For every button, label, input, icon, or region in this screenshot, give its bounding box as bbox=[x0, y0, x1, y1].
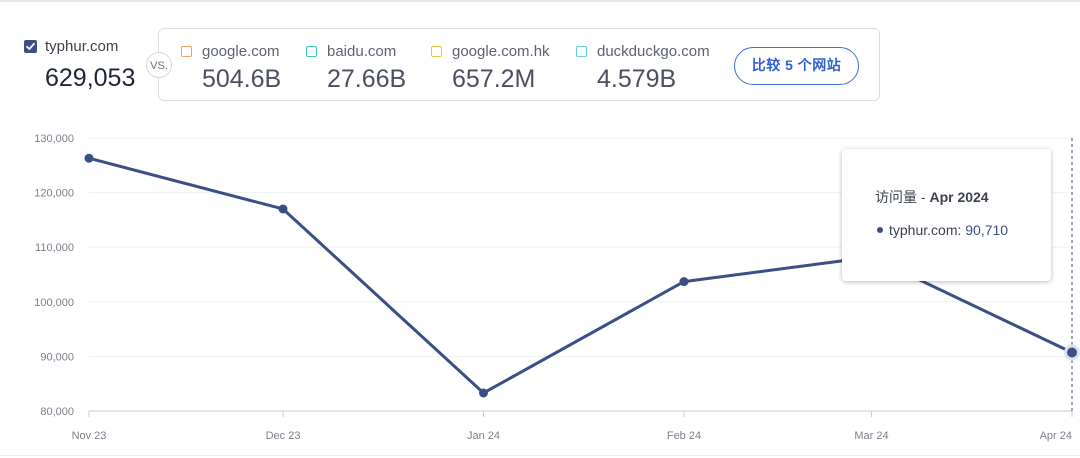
competitor-value: 504.6B bbox=[202, 65, 282, 93]
y-tick-label: 110,000 bbox=[35, 242, 74, 254]
tooltip-value: 90,710 bbox=[965, 222, 1009, 238]
y-tick-label: 100,000 bbox=[34, 297, 74, 309]
y-tick-label: 80,000 bbox=[40, 406, 74, 418]
competitor-name: google.com.hk bbox=[452, 43, 550, 60]
competitor-name: duckduckgo.com bbox=[597, 43, 710, 60]
tooltip-title-prefix: 访问量 - bbox=[875, 189, 930, 205]
y-tick-label: 90,000 bbox=[40, 351, 74, 363]
competitor-value: 657.2M bbox=[452, 65, 536, 93]
primary-site-name: typhur.com bbox=[45, 38, 119, 55]
competitor-checkbox[interactable] bbox=[306, 46, 317, 57]
competitor-value: 4.579B bbox=[597, 65, 677, 93]
y-tick-label: 120,000 bbox=[34, 188, 74, 200]
top-divider bbox=[0, 0, 1080, 2]
x-tick-label: Apr 24 bbox=[1040, 430, 1072, 442]
competitor-checkbox[interactable] bbox=[431, 46, 442, 57]
competitor-name: google.com bbox=[202, 43, 280, 60]
tooltip-site: typhur.com bbox=[889, 222, 958, 238]
competitor-value: 27.66B bbox=[327, 65, 407, 93]
x-tick-label: Jan 24 bbox=[467, 430, 500, 442]
x-tick-label: Mar 24 bbox=[854, 430, 888, 442]
chart-tooltip: 访问量 - Apr 2024 typhur.com: 90,710 bbox=[842, 149, 1051, 281]
x-tick-label: Nov 23 bbox=[72, 430, 107, 442]
y-tick-label: 130,000 bbox=[34, 133, 74, 145]
competitor-checkbox[interactable] bbox=[576, 46, 587, 57]
check-icon bbox=[26, 42, 35, 50]
primary-site-checkbox[interactable] bbox=[24, 40, 37, 53]
competitor-name: baidu.com bbox=[327, 43, 397, 60]
data-point bbox=[478, 388, 488, 398]
competitor-panel: google.com 504.6B baidu.com 27.66B googl… bbox=[158, 28, 880, 101]
tooltip-period: Apr 2024 bbox=[929, 189, 989, 205]
vs-badge: VS. bbox=[146, 52, 172, 78]
data-point bbox=[84, 153, 94, 163]
data-point bbox=[278, 204, 288, 214]
primary-site-visits: 629,053 bbox=[45, 64, 136, 92]
data-point bbox=[1067, 347, 1077, 358]
competitor-checkbox[interactable] bbox=[181, 46, 192, 57]
x-tick-label: Dec 23 bbox=[266, 430, 301, 442]
tooltip-title: 访问量 - Apr 2024 bbox=[875, 187, 989, 207]
data-point bbox=[679, 277, 689, 287]
tooltip-series-row: typhur.com: 90,710 bbox=[889, 222, 1009, 238]
x-tick-label: Feb 24 bbox=[667, 430, 701, 442]
tooltip-series-dot bbox=[877, 227, 883, 233]
bottom-divider bbox=[0, 455, 1080, 456]
compare-sites-button[interactable]: 比较 5 个网站 bbox=[734, 47, 859, 85]
